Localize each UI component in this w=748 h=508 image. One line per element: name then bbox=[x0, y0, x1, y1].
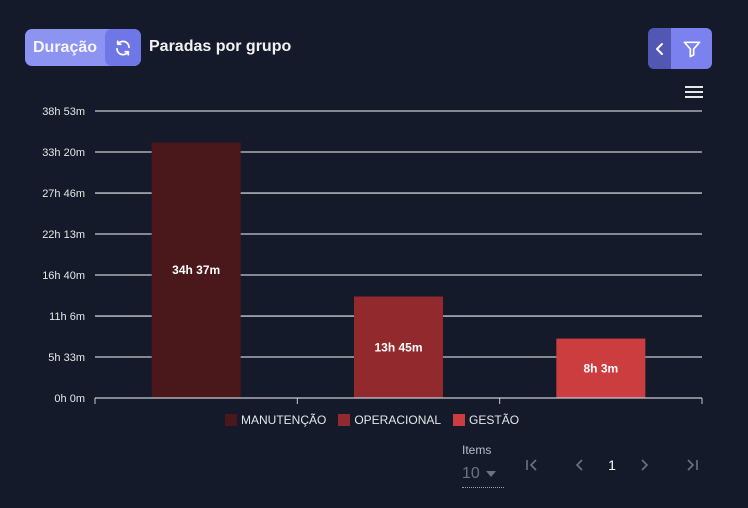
items-per-page-select[interactable]: 10 bbox=[462, 461, 504, 488]
legend-label: MANUTENÇÃO bbox=[241, 413, 327, 427]
bar-data-label: 13h 45m bbox=[374, 340, 422, 354]
legend-label: GESTÃO bbox=[469, 413, 520, 427]
duration-label: Duração bbox=[33, 38, 98, 56]
y-tick-label: 11h 6m bbox=[49, 311, 85, 323]
y-tick-label: 5h 33m bbox=[48, 352, 85, 364]
bar-data-label: 8h 3m bbox=[583, 361, 618, 375]
legend-item-manutencao[interactable]: MANUTENÇÃO bbox=[225, 413, 326, 427]
chart-title: Paradas por grupo bbox=[149, 38, 292, 55]
last-page-button[interactable] bbox=[682, 455, 702, 475]
current-page[interactable]: 1 bbox=[602, 455, 622, 475]
chart-legend: MANUTENÇÃO OPERACIONAL GESTÃO bbox=[225, 413, 519, 427]
chevron-left-icon bbox=[575, 459, 583, 471]
y-tick-label: 22h 13m bbox=[42, 229, 85, 241]
chevron-left-icon[interactable] bbox=[648, 28, 671, 69]
y-tick-label: 0h 0m bbox=[54, 393, 85, 405]
last-page-icon bbox=[687, 459, 698, 471]
y-tick-label: 38h 53m bbox=[42, 106, 85, 118]
bar-data-label: 34h 37m bbox=[172, 263, 220, 277]
filter-icon[interactable] bbox=[671, 28, 712, 69]
items-per-page-label: Items bbox=[462, 443, 492, 457]
legend-item-gestao[interactable]: GESTÃO bbox=[453, 413, 519, 427]
y-tick-label: 33h 20m bbox=[42, 147, 85, 159]
hamburger-menu-icon[interactable] bbox=[685, 86, 703, 100]
bar-0 bbox=[151, 142, 241, 398]
caret-down-icon bbox=[485, 471, 496, 477]
chevron-right-icon bbox=[641, 459, 649, 471]
items-per-page-value: 10 bbox=[462, 465, 480, 482]
legend-swatch bbox=[338, 414, 351, 426]
page-number: 1 bbox=[608, 457, 616, 473]
duration-toggle-button[interactable]: Duração bbox=[25, 29, 141, 66]
legend-swatch bbox=[453, 414, 466, 426]
refresh-icon[interactable] bbox=[105, 29, 141, 66]
bar-2 bbox=[556, 338, 646, 398]
filter-button-group bbox=[648, 28, 712, 69]
prev-page-button[interactable] bbox=[570, 455, 590, 475]
y-tick-label: 16h 40m bbox=[42, 270, 85, 282]
y-tick-label: 27h 46m bbox=[42, 188, 85, 200]
first-page-button[interactable] bbox=[522, 455, 542, 475]
next-page-button[interactable] bbox=[634, 455, 654, 475]
legend-swatch bbox=[225, 414, 237, 426]
legend-item-operacional[interactable]: OPERACIONAL bbox=[338, 413, 441, 427]
bar-1 bbox=[354, 296, 443, 398]
legend-label: OPERACIONAL bbox=[354, 413, 442, 427]
first-page-icon bbox=[526, 459, 537, 471]
